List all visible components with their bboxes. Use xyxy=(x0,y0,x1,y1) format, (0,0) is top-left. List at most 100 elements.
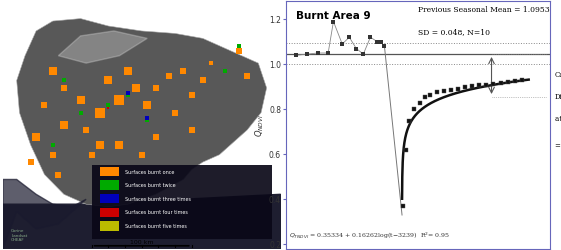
Point xyxy=(48,153,57,157)
Point xyxy=(48,143,57,147)
Point xyxy=(496,81,505,85)
Point xyxy=(59,86,68,90)
Point xyxy=(151,86,160,90)
Point xyxy=(292,53,301,57)
Text: Previous Seasonal Mean = 1.0953: Previous Seasonal Mean = 1.0953 xyxy=(418,6,550,14)
Point xyxy=(104,103,113,107)
Point xyxy=(380,44,389,48)
Point xyxy=(329,20,338,24)
Text: 100 km: 100 km xyxy=(130,240,153,245)
Point xyxy=(115,143,124,147)
Text: SD = 0.048, N=10: SD = 0.048, N=10 xyxy=(418,28,490,36)
Point xyxy=(59,123,68,127)
Text: $Q_{TNDVI}$ = 0.35334 + 0.16262log(t$-$3239)  R$^{2}$= 0.95: $Q_{TNDVI}$ = 0.35334 + 0.16262log(t$-$3… xyxy=(288,231,450,241)
Point xyxy=(31,136,40,140)
Point xyxy=(54,172,63,176)
Point xyxy=(510,79,519,83)
Point xyxy=(82,128,91,132)
Point xyxy=(151,136,160,140)
Point xyxy=(468,84,477,88)
Point xyxy=(440,89,449,93)
Text: Calculated: Calculated xyxy=(555,70,561,78)
Point xyxy=(345,35,354,39)
Bar xyxy=(100,221,119,231)
Bar xyxy=(100,167,119,176)
Point xyxy=(302,52,311,56)
Bar xyxy=(100,180,119,190)
Point xyxy=(482,82,491,86)
Point xyxy=(426,92,435,96)
Point xyxy=(26,160,35,164)
Text: Burnt Area 9: Burnt Area 9 xyxy=(297,11,371,21)
Y-axis label: $Q_{NDVI}$: $Q_{NDVI}$ xyxy=(254,114,266,136)
Point xyxy=(433,90,442,94)
Point xyxy=(198,78,207,82)
Point xyxy=(489,82,498,86)
Polygon shape xyxy=(3,194,280,249)
Point xyxy=(123,93,132,97)
Point xyxy=(95,110,104,114)
Text: Surfaces burnt four times: Surfaces burnt four times xyxy=(125,210,188,215)
Point xyxy=(104,106,113,110)
Point xyxy=(179,68,188,72)
Text: = 0.19: = 0.19 xyxy=(555,142,561,150)
Point xyxy=(415,100,424,104)
Point xyxy=(376,40,385,44)
Point xyxy=(313,51,322,55)
Point xyxy=(234,49,243,53)
Point xyxy=(123,91,132,95)
Point xyxy=(399,204,408,208)
Point xyxy=(187,93,196,97)
Point xyxy=(366,35,375,39)
Point xyxy=(206,61,215,65)
Polygon shape xyxy=(3,180,86,249)
Point xyxy=(95,143,104,147)
Polygon shape xyxy=(17,18,266,207)
Point xyxy=(142,116,151,119)
Point xyxy=(503,80,512,84)
Point xyxy=(220,68,229,72)
Point xyxy=(454,86,463,90)
Point xyxy=(461,85,470,89)
Point xyxy=(404,118,413,122)
Point xyxy=(447,88,456,92)
Text: Corine
Landsat
CHEAF: Corine Landsat CHEAF xyxy=(11,229,27,242)
Point xyxy=(132,86,141,90)
Point xyxy=(40,103,49,107)
Point xyxy=(48,68,57,72)
Point xyxy=(220,68,229,72)
Point xyxy=(104,78,113,82)
Bar xyxy=(100,194,119,203)
Point xyxy=(475,84,484,87)
Text: Surfaces burnt three times: Surfaces burnt three times xyxy=(125,197,191,202)
Point xyxy=(142,118,151,122)
Point xyxy=(352,46,361,50)
Point xyxy=(401,148,410,152)
Point xyxy=(59,78,68,82)
Polygon shape xyxy=(58,31,147,63)
Point xyxy=(187,128,196,132)
Point xyxy=(410,107,419,111)
Text: Distance: Distance xyxy=(555,93,561,101)
Point xyxy=(87,153,96,157)
Point xyxy=(324,51,333,55)
Point xyxy=(142,103,151,107)
Point xyxy=(234,44,243,48)
Point xyxy=(517,78,526,82)
Text: Surfaces burnt five times: Surfaces burnt five times xyxy=(125,224,187,229)
Point xyxy=(373,40,382,44)
Point xyxy=(165,74,174,78)
Point xyxy=(123,68,132,72)
Text: Surfaces burnt twice: Surfaces burnt twice xyxy=(125,183,176,188)
Text: Surfaces burnt once: Surfaces burnt once xyxy=(125,170,174,174)
Point xyxy=(243,74,252,78)
Point xyxy=(137,153,146,157)
Point xyxy=(338,42,347,46)
FancyBboxPatch shape xyxy=(91,164,272,239)
Point xyxy=(76,110,85,114)
Point xyxy=(420,95,429,99)
Bar xyxy=(100,208,119,217)
Point xyxy=(76,98,85,102)
Text: at t: at t xyxy=(555,115,561,123)
Point xyxy=(359,52,368,56)
